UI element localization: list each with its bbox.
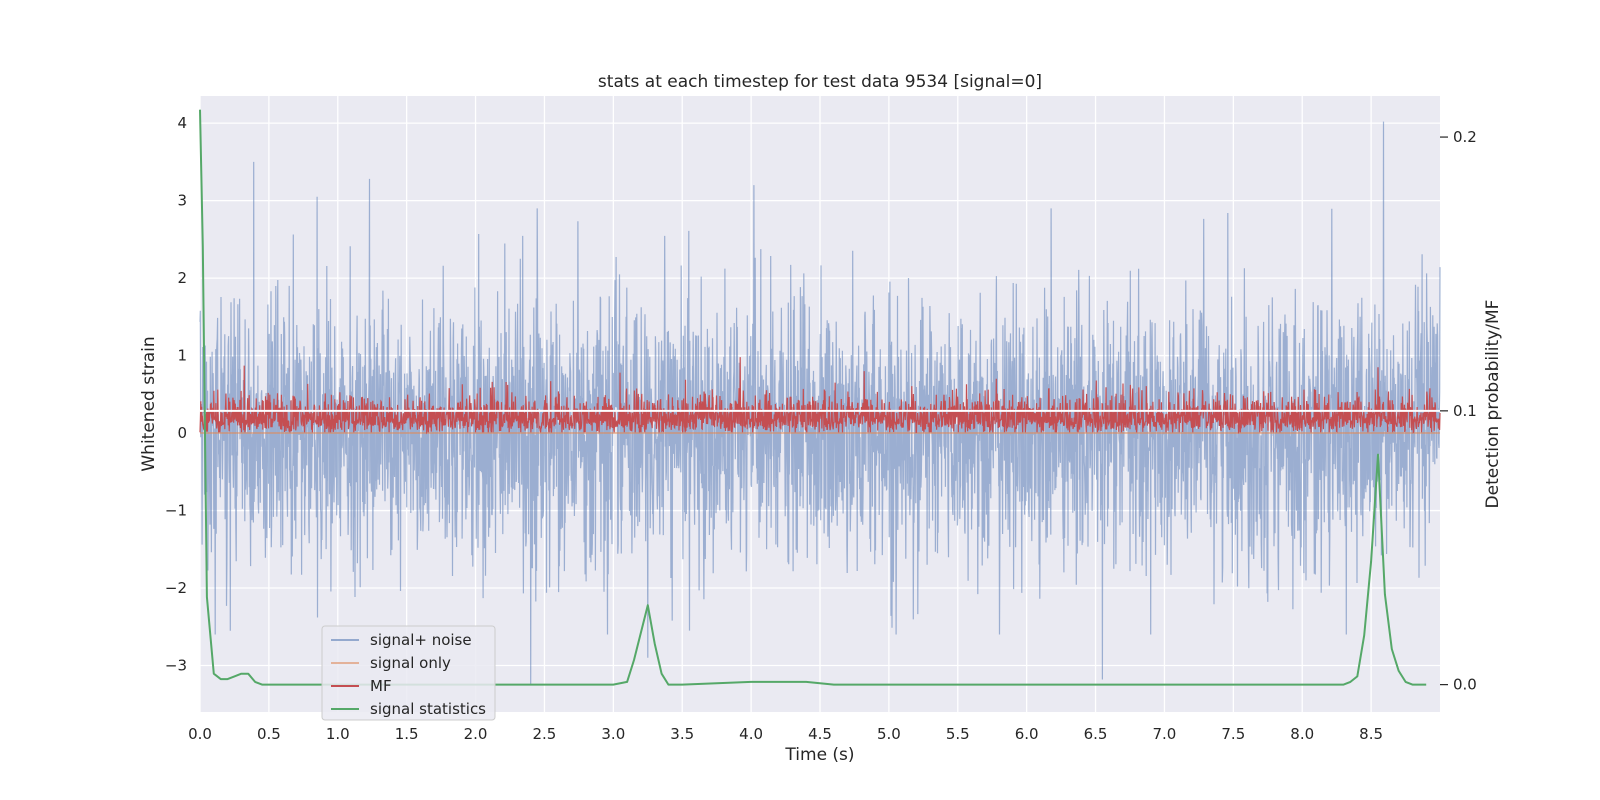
- y-axis-label: Whitened strain: [139, 336, 159, 471]
- y2-tick-label-0: 0.2: [1453, 128, 1477, 146]
- legend-label-signal-only: signal only: [370, 654, 451, 672]
- x-tick-label-12: 6.0: [1015, 725, 1039, 743]
- y-tick-label-1: 3: [177, 192, 187, 210]
- legend-label-signal-noise: signal+ noise: [370, 631, 472, 649]
- y-tick-label-2: 2: [177, 269, 187, 287]
- legend-box: [321, 625, 496, 721]
- y2-axis-label: Detection probability/MF: [1483, 300, 1503, 509]
- x-tick-label-9: 4.5: [808, 725, 832, 743]
- y-tick-label-5: −1: [165, 502, 187, 520]
- legend-label-signal-statistics: signal statistics: [370, 700, 486, 718]
- x-tick-label-11: 5.5: [946, 725, 970, 743]
- x-tick-label-15: 7.5: [1221, 725, 1245, 743]
- x-tick-label-17: 8.5: [1359, 725, 1383, 743]
- x-tick-label-2: 1.0: [326, 725, 350, 743]
- chart-title: stats at each timestep for test data 953…: [598, 72, 1042, 92]
- x-tick-label-6: 3.0: [601, 725, 625, 743]
- y-tick-label-7: −3: [165, 657, 187, 675]
- series-signal-statistics: [199, 109, 1427, 686]
- x-tick-label-1: 0.5: [257, 725, 281, 743]
- legend: signal+ noise signal only MF signal stat…: [321, 625, 496, 721]
- x-tick-label-16: 8.0: [1290, 725, 1314, 743]
- y2-tick-label-2: 0.0: [1453, 676, 1477, 694]
- x-tick-label-0: 0.0: [188, 725, 212, 743]
- x-tick-label-13: 6.5: [1084, 725, 1108, 743]
- axes-layer: 0.0 0.5 1.0 1.5 2.0 2.5 3.0 3.5 4.0 4.5 5.0 5.5 6.0 6…: [165, 114, 1477, 743]
- y-tick-label-4: 0: [177, 424, 187, 442]
- x-tick-label-3: 1.5: [395, 725, 419, 743]
- x-tick-label-10: 5.0: [877, 725, 901, 743]
- x-tick-label-8: 4.0: [739, 725, 763, 743]
- x-tick-label-5: 2.5: [533, 725, 557, 743]
- series-mf: [199, 357, 1441, 435]
- y-tick-label-6: −2: [165, 579, 187, 597]
- series-signal-noise: [199, 121, 1441, 685]
- series-layer: [199, 109, 1441, 686]
- x-tick-label-7: 3.5: [670, 725, 694, 743]
- y-tick-label-3: 1: [177, 347, 187, 365]
- x-axis-label: Time (s): [784, 745, 854, 765]
- x-tick-label-4: 2.0: [464, 725, 488, 743]
- x-tick-label-14: 7.0: [1153, 725, 1177, 743]
- legend-label-mf: MF: [370, 677, 392, 695]
- y2-tick-label-1: 0.1: [1453, 402, 1477, 420]
- y-tick-label-0: 4: [177, 114, 187, 132]
